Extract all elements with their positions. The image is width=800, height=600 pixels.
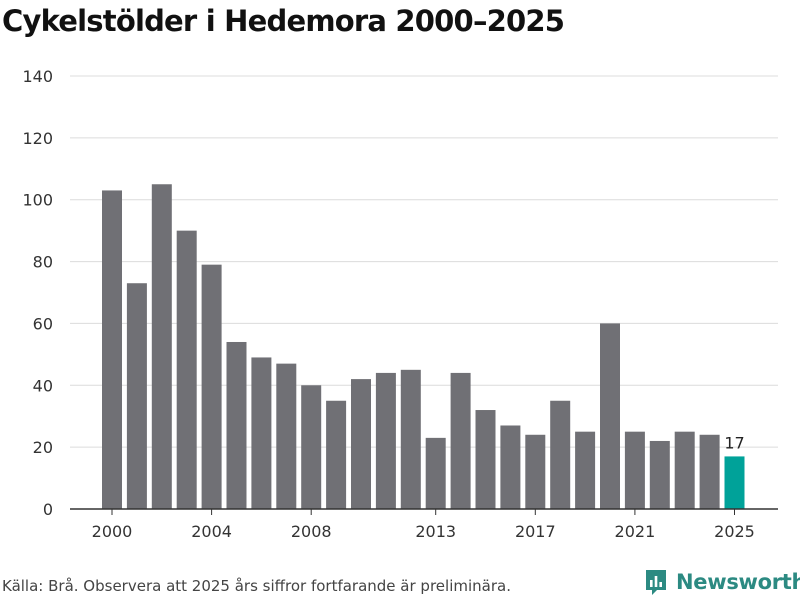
y-tick-label: 120	[22, 129, 53, 148]
x-tick-label: 2021	[615, 522, 656, 541]
data-labels: 17	[724, 433, 744, 452]
x-axis: 2000 2004 2008 2013 2017 2021 2025	[70, 508, 778, 541]
y-tick-label: 40	[33, 376, 53, 395]
bar-2018	[550, 400, 571, 509]
bar-2004	[201, 264, 222, 509]
bar-2024	[699, 434, 720, 509]
bar-2025	[724, 456, 745, 509]
bar-2017	[525, 434, 546, 509]
x-tick-label: 2008	[291, 522, 332, 541]
bar-2000	[102, 190, 122, 509]
x-tick-label: 2000	[92, 522, 133, 541]
bar-2006	[251, 357, 272, 509]
source-note: Källa: Brå. Observera att 2025 års siffr…	[2, 577, 511, 595]
bar-2002	[151, 184, 172, 509]
bar-2003	[176, 230, 197, 509]
bar-2008	[301, 385, 322, 509]
bar-2023	[674, 431, 695, 509]
bar-2012	[400, 369, 421, 509]
bar-2022	[649, 440, 670, 509]
bar-2007	[276, 363, 297, 509]
brand-logo[interactable]: Newsworthy	[644, 568, 800, 596]
newsworthy-logo-icon	[646, 570, 666, 595]
y-tick-label: 140	[22, 67, 53, 86]
x-tick-label: 2017	[515, 522, 556, 541]
y-tick-label: 0	[43, 500, 53, 519]
bar-2001	[126, 283, 147, 509]
x-tick-label: 2004	[191, 522, 232, 541]
data-label-2025: 17	[724, 433, 744, 452]
bar-2014	[450, 372, 471, 509]
x-tick-label: 2025	[714, 522, 755, 541]
bar-2013	[425, 437, 446, 509]
bar-2020	[600, 323, 620, 509]
y-tick-label: 100	[22, 191, 53, 210]
y-tick-label: 60	[33, 314, 53, 333]
y-tick-label: 20	[33, 438, 53, 457]
brand-name: Newsworthy	[676, 570, 800, 594]
y-axis-ticks: 0 20 40 60 80 100 120 140	[22, 67, 53, 519]
bars	[102, 184, 745, 509]
bar-2011	[375, 372, 396, 509]
bar-2005	[226, 341, 247, 509]
y-tick-label: 80	[33, 253, 53, 272]
x-tick-label: 2013	[415, 522, 456, 541]
gridlines	[70, 75, 778, 448]
chart-title: Cykelstölder i Hedemora 2000–2025	[2, 4, 565, 38]
bar-2015	[475, 410, 496, 509]
bar-2010	[351, 379, 371, 509]
bar-2021	[624, 431, 645, 509]
bar-2019	[575, 431, 596, 509]
bar-2016	[500, 425, 521, 509]
bar-2009	[326, 400, 347, 509]
